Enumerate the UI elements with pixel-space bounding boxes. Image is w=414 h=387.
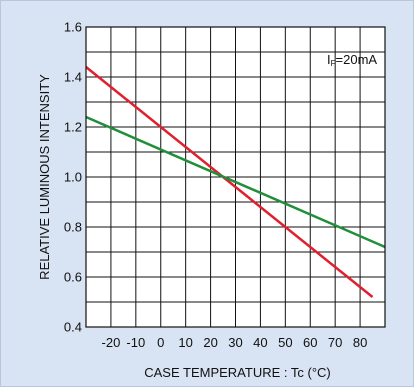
x-tick-label: 70 <box>328 335 342 350</box>
grid-lines <box>86 27 385 327</box>
series-group <box>85 66 386 298</box>
x-tick-label: 30 <box>228 335 242 350</box>
y-tick-label: 0.8 <box>64 220 82 235</box>
condition-annotation: IF=20mA <box>327 52 377 68</box>
y-tick-label: 0.4 <box>64 320 82 335</box>
series-line-red <box>85 66 374 298</box>
x-tick-label: 20 <box>203 335 217 350</box>
annotation-rest: =20mA <box>336 52 378 67</box>
x-tick-label: 50 <box>278 335 292 350</box>
y-tick-label: 1.4 <box>64 70 82 85</box>
x-tick-labels: -20 -10 0 10 20 30 40 50 60 70 80 <box>102 335 368 350</box>
y-tick-labels: 0.4 0.6 0.8 1.0 1.2 1.4 1.6 <box>64 20 82 335</box>
y-tick-label: 1.0 <box>64 170 82 185</box>
x-tick-label: 40 <box>253 335 267 350</box>
y-tick-label: 0.6 <box>64 270 82 285</box>
x-tick-label: -10 <box>126 335 145 350</box>
x-tick-label: 80 <box>353 335 367 350</box>
annotation-subscript: F <box>331 59 336 68</box>
x-tick-label: 0 <box>157 335 164 350</box>
y-tick-label: 1.2 <box>64 120 82 135</box>
x-axis-title: CASE TEMPERATURE : Tc (°C) <box>144 365 331 380</box>
x-tick-label: 10 <box>178 335 192 350</box>
series-line-green <box>85 115 386 249</box>
y-tick-label: 1.6 <box>64 20 82 35</box>
plot-frame <box>85 26 386 328</box>
x-tick-label: -20 <box>102 335 121 350</box>
x-tick-label: 60 <box>303 335 317 350</box>
y-axis-title: RELATIVE LUMINOUS INTENSITY <box>37 74 52 280</box>
annotation-main: I <box>327 52 331 67</box>
